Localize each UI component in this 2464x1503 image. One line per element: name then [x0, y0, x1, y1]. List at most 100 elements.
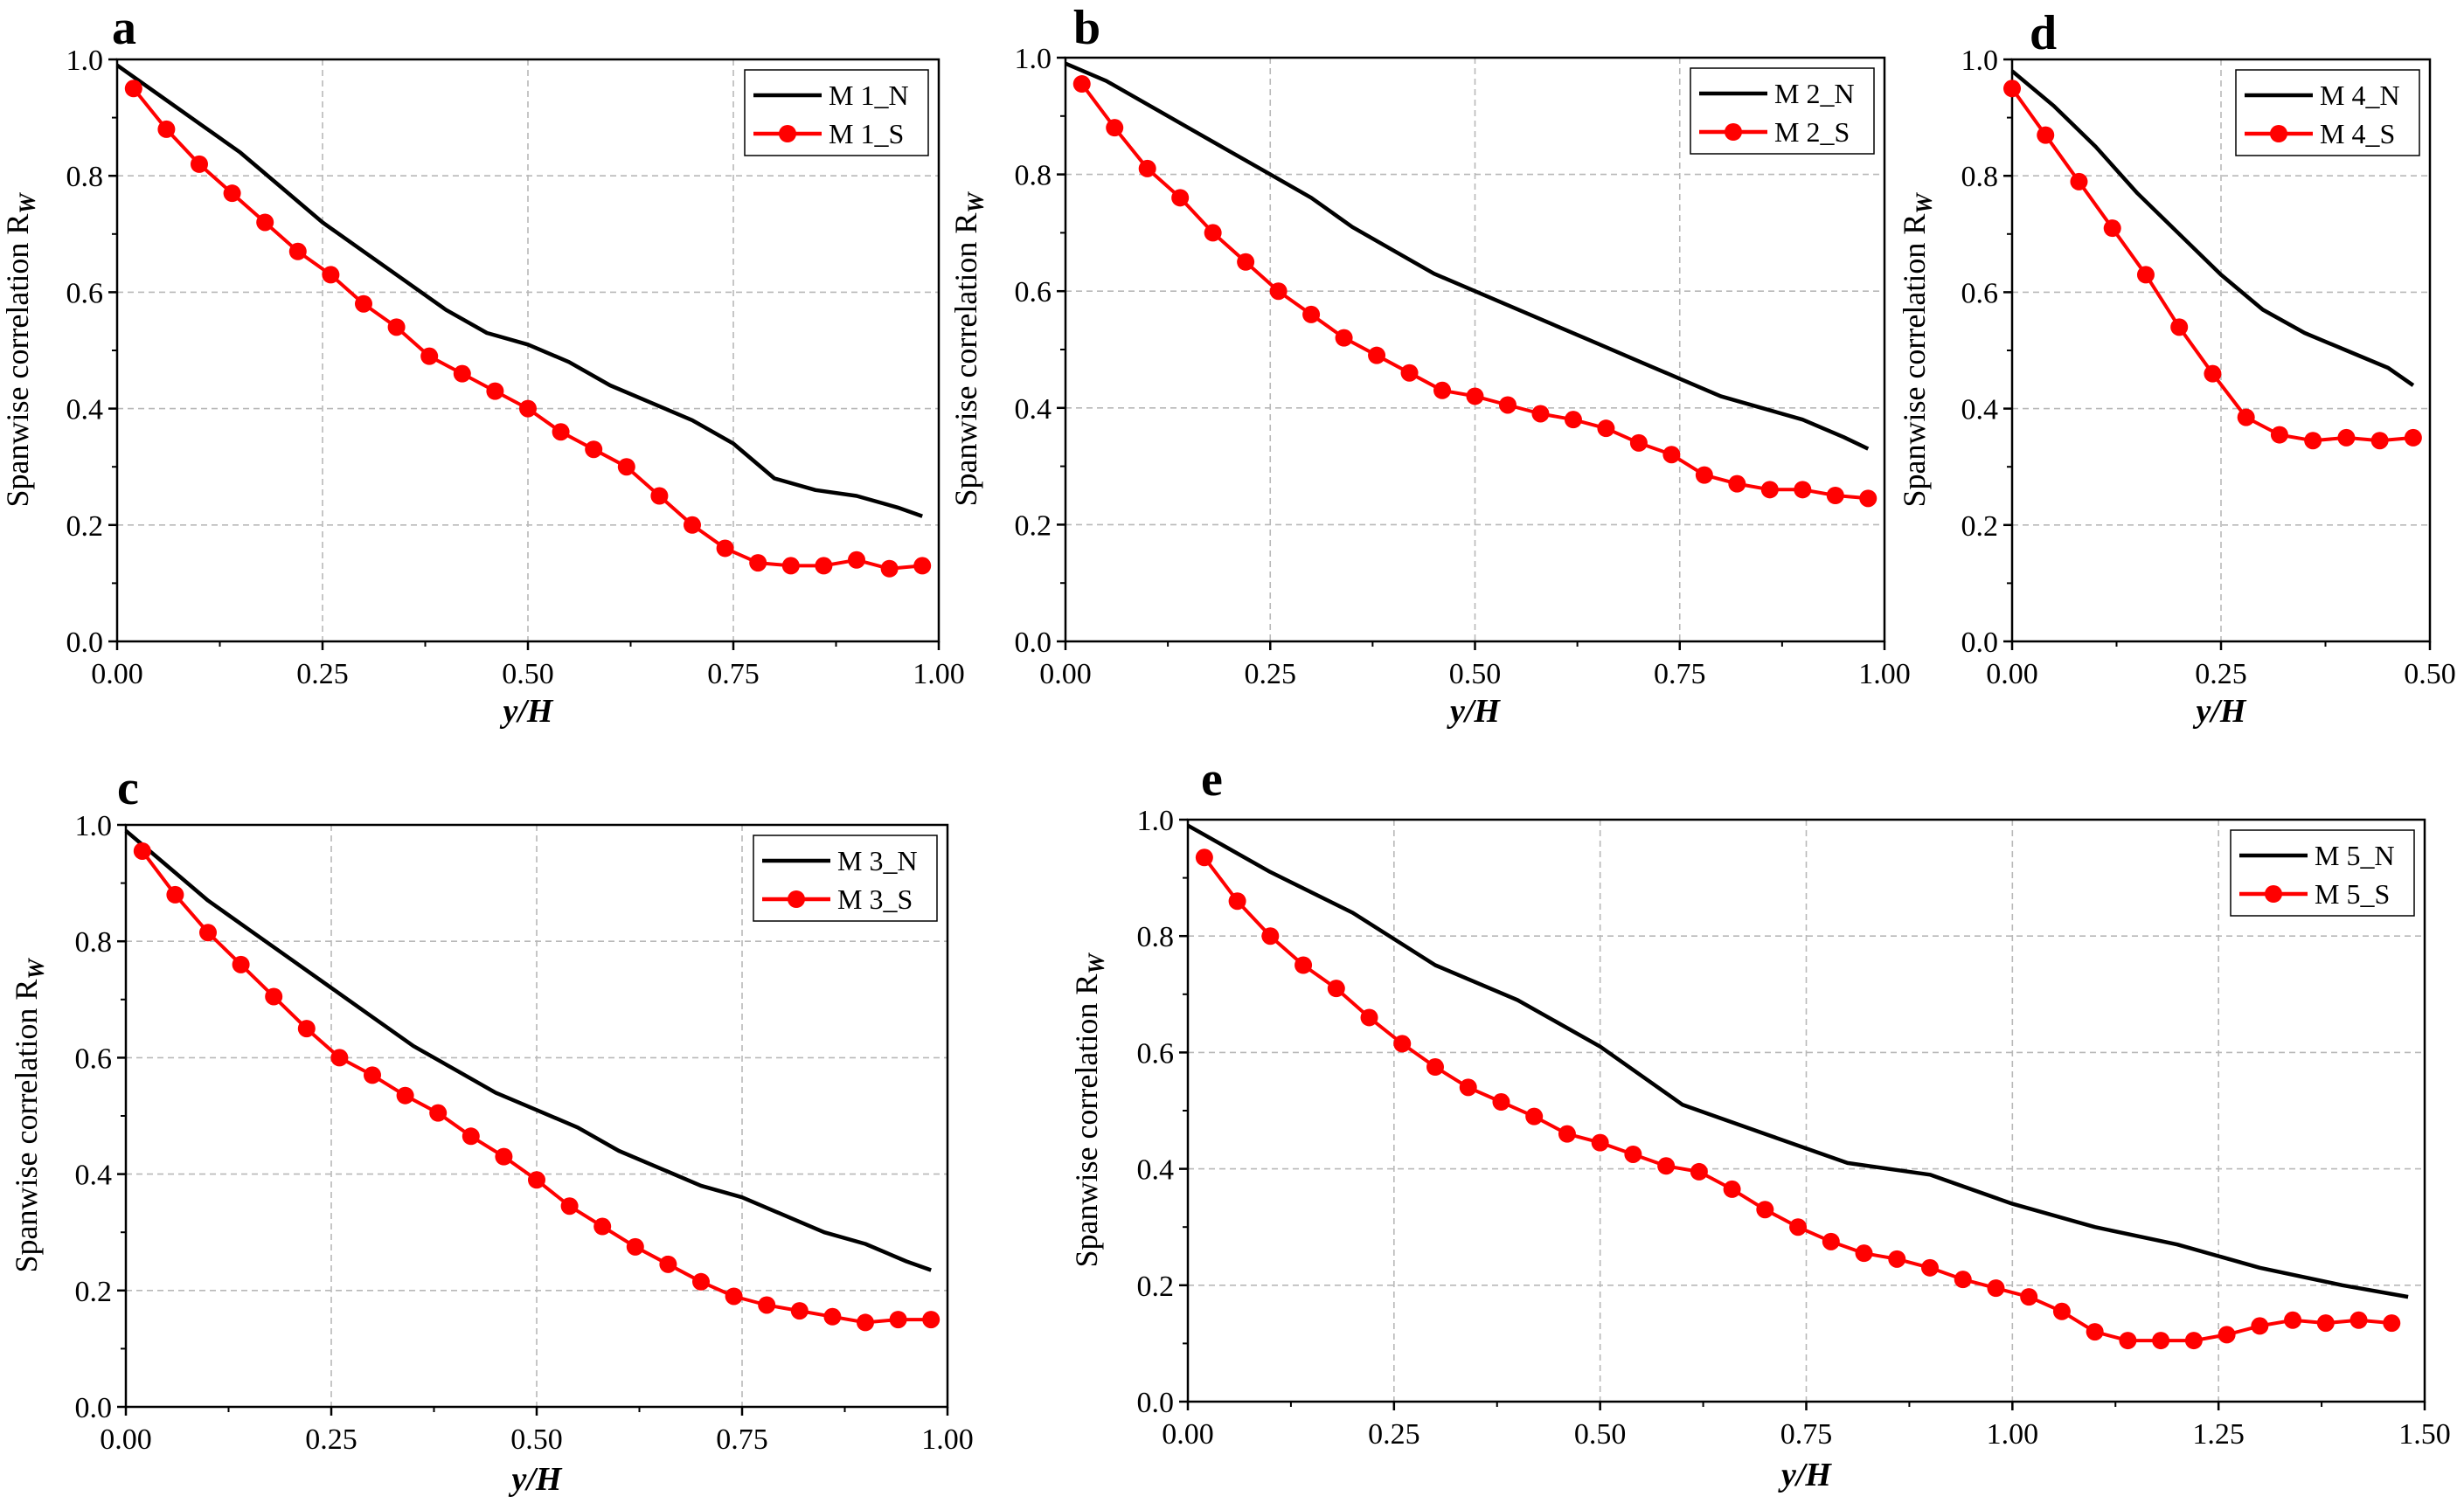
x-tick-label: 0.00	[1162, 1418, 1214, 1451]
legend: M 2_N M 2_S	[1690, 67, 1875, 155]
series-line-0	[124, 828, 932, 1272]
data-point	[2119, 1332, 2137, 1350]
data-point	[387, 318, 406, 336]
data-point	[2370, 432, 2389, 450]
data-point	[355, 294, 372, 313]
data-point	[2003, 80, 2021, 98]
y-axis-title-text: Spanwise correlation R	[1897, 214, 1932, 508]
data-point	[2284, 1311, 2302, 1329]
data-point	[1629, 433, 1648, 452]
x-tick-label: 1.50	[2398, 1418, 2451, 1451]
chart-panel-e: 0.00 0.25 0.50 0.75 1.00 1.25 1.50 0.0 0.2 0.4 0.6…	[1069, 752, 2451, 1493]
x-tick-label: 0.50	[1449, 658, 1502, 690]
data-point	[1237, 253, 1255, 271]
y-axis-title-subscript: W	[1084, 952, 1109, 974]
data-point	[2152, 1332, 2170, 1350]
data-point	[857, 1313, 874, 1332]
data-point	[781, 557, 800, 575]
x-tick-label: 0.75	[716, 1423, 768, 1456]
y-tick-label: 0.8	[1137, 921, 1175, 953]
data-point	[297, 1020, 316, 1038]
data-point	[593, 1217, 612, 1236]
data-point	[2404, 428, 2422, 447]
data-point	[1138, 159, 1156, 177]
x-tick-label: 0.75	[1654, 658, 1706, 690]
data-point	[626, 1237, 644, 1256]
data-point	[2270, 426, 2288, 444]
y-tick-label: 0.4	[66, 394, 104, 426]
y-axis-title-subscript: W	[15, 192, 40, 214]
data-point	[1204, 224, 1222, 242]
y-tick-label: 0.4	[1137, 1154, 1175, 1187]
data-point	[1728, 474, 1746, 493]
data-point	[1855, 1244, 1873, 1263]
data-point	[1888, 1250, 1906, 1268]
data-point	[2070, 172, 2088, 190]
data-point	[1360, 1008, 1378, 1027]
y-axis-title: Spanwise correlation RW	[948, 191, 989, 507]
data-point	[1433, 381, 1452, 399]
data-point	[650, 487, 669, 505]
data-point	[1525, 1107, 1544, 1126]
data-point	[1393, 1035, 1412, 1053]
y-tick-label: 0.6	[66, 277, 104, 309]
data-point	[396, 1086, 414, 1105]
y-axis-title: Spanwise correlation RW	[1897, 192, 1937, 508]
y-tick-label: 1.0	[66, 45, 104, 77]
y-tick-label: 0.2	[66, 510, 104, 543]
x-tick-label: 0.00	[1039, 658, 1092, 690]
x-tick-label: 0.75	[1780, 1418, 1833, 1451]
data-point	[2020, 1288, 2038, 1306]
data-point	[2086, 1323, 2104, 1341]
panel-letter: d	[2030, 6, 2057, 60]
data-point	[922, 1311, 940, 1329]
x-tick-label: 0.00	[1986, 658, 2038, 690]
data-point	[716, 539, 734, 558]
x-tick-label: 1.25	[2192, 1418, 2245, 1451]
x-tick-label: 0.25	[296, 658, 349, 690]
legend: M 5_N M 5_S	[2230, 829, 2415, 917]
x-tick-label: 1.00	[1858, 658, 1911, 690]
data-point	[2204, 364, 2222, 383]
panel-letter: e	[1201, 752, 1223, 807]
data-point	[1756, 1201, 1774, 1219]
data-point	[1558, 1125, 1576, 1143]
legend-label: M 3_N	[837, 845, 918, 876]
y-tick-label: 0.2	[1961, 510, 1999, 543]
y-tick-label: 1.0	[1137, 805, 1175, 837]
y-tick-label: 0.4	[1961, 394, 1999, 426]
x-tick-label: 0.50	[2404, 658, 2456, 690]
data-point	[2037, 126, 2055, 144]
y-tick-label: 1.0	[1015, 43, 1052, 75]
x-axis-title: y/H	[1778, 1457, 1832, 1493]
data-point	[1072, 75, 1091, 94]
y-axis-title-subscript: W	[963, 191, 989, 213]
series-line-0	[1065, 61, 1870, 451]
y-tick-label: 0.6	[1015, 276, 1052, 308]
data-point	[725, 1287, 743, 1306]
y-tick-label: 0.0	[66, 627, 104, 659]
data-point	[1723, 1180, 1741, 1198]
legend-marker	[1725, 123, 1742, 141]
legend-box	[753, 835, 938, 922]
y-tick-label: 0.2	[1137, 1271, 1175, 1303]
data-point	[913, 557, 932, 575]
x-axis-title: y/H	[1447, 693, 1501, 730]
y-axis-title: Spanwise correlation RW	[0, 192, 40, 508]
y-axis-title-text: Spanwise correlation R	[9, 980, 44, 1273]
data-point	[692, 1272, 710, 1291]
legend: M 3_N M 3_S	[753, 835, 938, 922]
y-tick-label: 0.4	[1015, 393, 1052, 426]
panel-letter: a	[112, 1, 136, 55]
y-tick-label: 0.6	[1137, 1037, 1175, 1070]
data-point	[823, 1307, 842, 1326]
data-point	[2184, 1332, 2203, 1350]
data-point	[1760, 481, 1779, 499]
chart-panel-d: 0.00 0.25 0.50 0.0 0.2 0.4 0.6 0.8 1.0 y/H Spanwis…	[1897, 6, 2456, 730]
y-tick-label: 0.2	[1015, 509, 1052, 542]
y-tick-label: 0.8	[1015, 160, 1052, 192]
data-point	[1426, 1058, 1444, 1077]
data-point	[265, 987, 283, 1006]
data-point	[552, 423, 570, 441]
